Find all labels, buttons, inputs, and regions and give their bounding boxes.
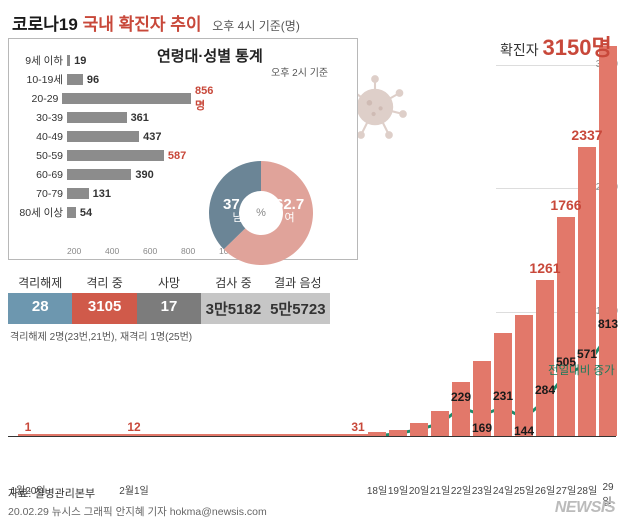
early-count: 31 (351, 420, 364, 434)
credit-label: 20.02.29 뉴시스 그래픽 안지혜 기자 hokma@newsis.com (8, 504, 267, 519)
confirmed-bar (494, 333, 512, 436)
age-row: 10-19세 96 (11, 70, 221, 89)
age-bar (62, 93, 191, 104)
stat-cell: 28 (8, 293, 72, 324)
age-row: 20-29856명 (11, 89, 221, 108)
age-label: 40-49 (11, 131, 67, 143)
x-label: 27일 (556, 482, 576, 497)
stat-header: 검사 중 (201, 270, 265, 293)
age-value: 390 (135, 169, 153, 181)
age-bar (67, 150, 164, 161)
confirmed-bar (557, 217, 575, 436)
confirmed-bar (578, 147, 596, 436)
title-sub: 오후 4시 기준(명) (212, 19, 300, 33)
gender-donut: % 37.3남 62.7여 (205, 157, 317, 269)
x-label: 20일 (409, 482, 429, 497)
trend-title: 전일대비 증가 (548, 362, 615, 378)
age-bar (67, 131, 139, 142)
age-label: 70-79 (11, 188, 67, 200)
age-label: 30-39 (11, 112, 67, 124)
age-panel-sub: 오후 2시 기준 (271, 64, 328, 79)
age-row: 9세 이하 19 (11, 51, 221, 70)
trend-label: 229 (451, 390, 471, 404)
stat-header: 격리 중 (72, 270, 136, 293)
age-label: 10-19세 (11, 72, 67, 87)
x-label: 21일 (430, 482, 450, 497)
stats-headers: 격리해제격리 중사망검사 중결과 음성 (8, 270, 330, 293)
trend-label: 571 (577, 347, 597, 361)
age-bar (67, 207, 76, 218)
stat-cell: 3만5182 (201, 293, 265, 324)
donut-center: % (256, 207, 266, 219)
stats-boxes: 격리해제격리 중사망검사 중결과 음성 283105173만51825만5723… (8, 270, 330, 343)
stat-cell: 17 (137, 293, 201, 324)
confirmed-bar (515, 315, 533, 436)
stat-header: 격리해제 (8, 270, 72, 293)
age-label: 20-29 (11, 93, 62, 105)
age-bar (67, 169, 131, 180)
trend-label: 169 (472, 421, 492, 435)
age-value: 587 (168, 150, 186, 162)
stats-note: 격리해제 2명(23번,21번), 재격리 1명(25번) (10, 328, 330, 343)
age-value: 131 (93, 188, 111, 200)
age-bar (67, 188, 89, 199)
trend-label: 813 (598, 317, 618, 331)
stat-cell: 5만5723 (266, 293, 330, 324)
age-bar (67, 112, 127, 123)
title-pre: 코로나19 (12, 15, 83, 34)
age-value: 361 (131, 112, 149, 124)
age-bars: 9세 이하1910-19세9620-29856명30-3936140-49437… (11, 51, 221, 222)
age-bar (67, 74, 83, 85)
stat-cell: 3105 (72, 293, 136, 324)
early-count: 12 (127, 420, 140, 434)
x-label: 28일 (577, 482, 597, 497)
newsis-logo: NEWSIS (555, 499, 615, 517)
confirmed-bar (410, 423, 428, 436)
x-label: 25일 (514, 482, 534, 497)
age-value: 54 (80, 207, 92, 219)
x-label: 26일 (535, 482, 555, 497)
age-label: 50-59 (11, 150, 67, 162)
x-label: 18일 (367, 482, 387, 497)
age-bar (67, 55, 70, 66)
confirmed-bar (536, 280, 554, 436)
trend-label: 231 (493, 389, 513, 403)
donut-male-label: 37.3남 (223, 197, 252, 224)
age-row: 50-59 587 (11, 146, 221, 165)
age-row: 40-49 437 (11, 127, 221, 146)
stats-values: 283105173만51825만5723 (8, 293, 330, 324)
bar-label: 2337 (571, 127, 602, 143)
age-value: 19 (74, 55, 86, 67)
x-label: 22일 (451, 482, 471, 497)
age-value: 437 (143, 131, 161, 143)
age-row: 80세 이상 54 (11, 203, 221, 222)
confirmed-bar (431, 411, 449, 436)
age-label: 9세 이하 (11, 53, 67, 68)
x-label: 2월1일 (119, 482, 149, 497)
chart-baseline (8, 436, 616, 437)
stat-header: 사망 (137, 270, 201, 293)
page-title: 코로나19 국내 확진자 추이 오후 4시 기준(명) (12, 10, 300, 35)
bar-label: 1261 (529, 260, 560, 276)
donut-female-label: 62.7여 (275, 197, 304, 224)
age-gender-panel: 연령대·성별 통계 오후 2시 기준 9세 이하1910-19세9620-298… (8, 38, 358, 260)
bar-label: 1766 (550, 197, 581, 213)
x-label: 19일 (388, 482, 408, 497)
x-label: 24일 (493, 482, 513, 497)
age-label: 80세 이상 (11, 205, 67, 220)
age-value: 856명 (195, 85, 221, 113)
x-label: 23일 (472, 482, 492, 497)
age-label: 60-69 (11, 169, 67, 181)
age-value: 96 (87, 74, 99, 86)
source-label: 자료: 질병관리본부 (8, 485, 95, 501)
age-row: 70-79 131 (11, 184, 221, 203)
trend-label: 284 (535, 383, 555, 397)
confirmed-title: 확진자 3150명 (500, 30, 612, 62)
title-highlight: 국내 확진자 추이 (83, 15, 202, 34)
age-row: 30-39 361 (11, 108, 221, 127)
age-row: 60-69 390 (11, 165, 221, 184)
stat-header: 결과 음성 (266, 270, 330, 293)
early-count: 1 (25, 420, 32, 434)
